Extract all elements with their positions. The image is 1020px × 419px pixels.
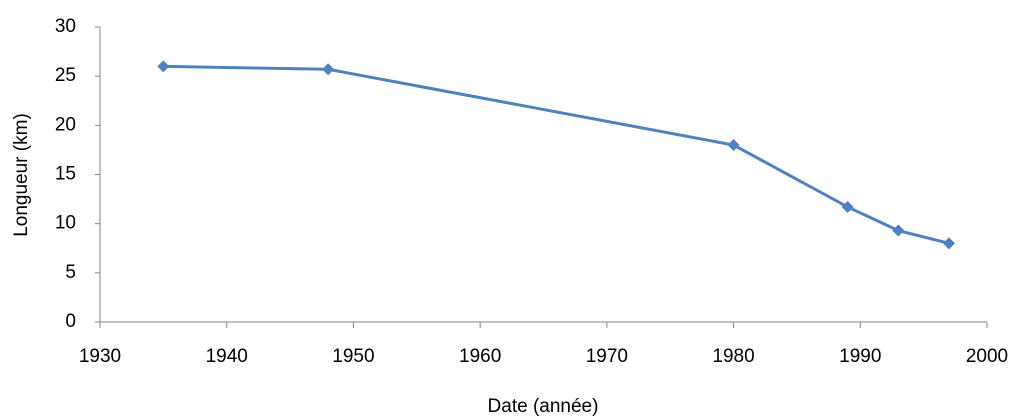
x-tick-label: 1950 xyxy=(332,346,374,367)
y-tick-label: 30 xyxy=(55,16,76,37)
y-tick-label: 0 xyxy=(65,311,76,332)
x-tick-label: 1970 xyxy=(586,346,628,367)
marker xyxy=(322,63,335,76)
marker xyxy=(727,139,740,151)
marker xyxy=(892,224,905,237)
y-tick-label: 10 xyxy=(55,213,76,234)
y-tick-label: 5 xyxy=(65,262,76,283)
marker xyxy=(942,237,955,250)
y-tick-label: 15 xyxy=(55,164,76,185)
y-tick-label: 20 xyxy=(55,114,76,135)
y-tick-label: 25 xyxy=(55,65,76,86)
x-tick-label: 1990 xyxy=(839,346,881,367)
x-tick-label: 1940 xyxy=(206,346,248,367)
x-axis-label: Date (année) xyxy=(488,396,599,417)
marker xyxy=(841,200,854,213)
x-tick-label: 1980 xyxy=(712,346,754,367)
line xyxy=(163,64,950,245)
y-axis-label: Longueur (km) xyxy=(11,113,32,237)
x-tick-label: 2000 xyxy=(966,346,1008,367)
marker xyxy=(157,60,170,73)
x-tick-label: 1930 xyxy=(79,346,121,367)
x-tick-label: 1960 xyxy=(459,346,501,367)
